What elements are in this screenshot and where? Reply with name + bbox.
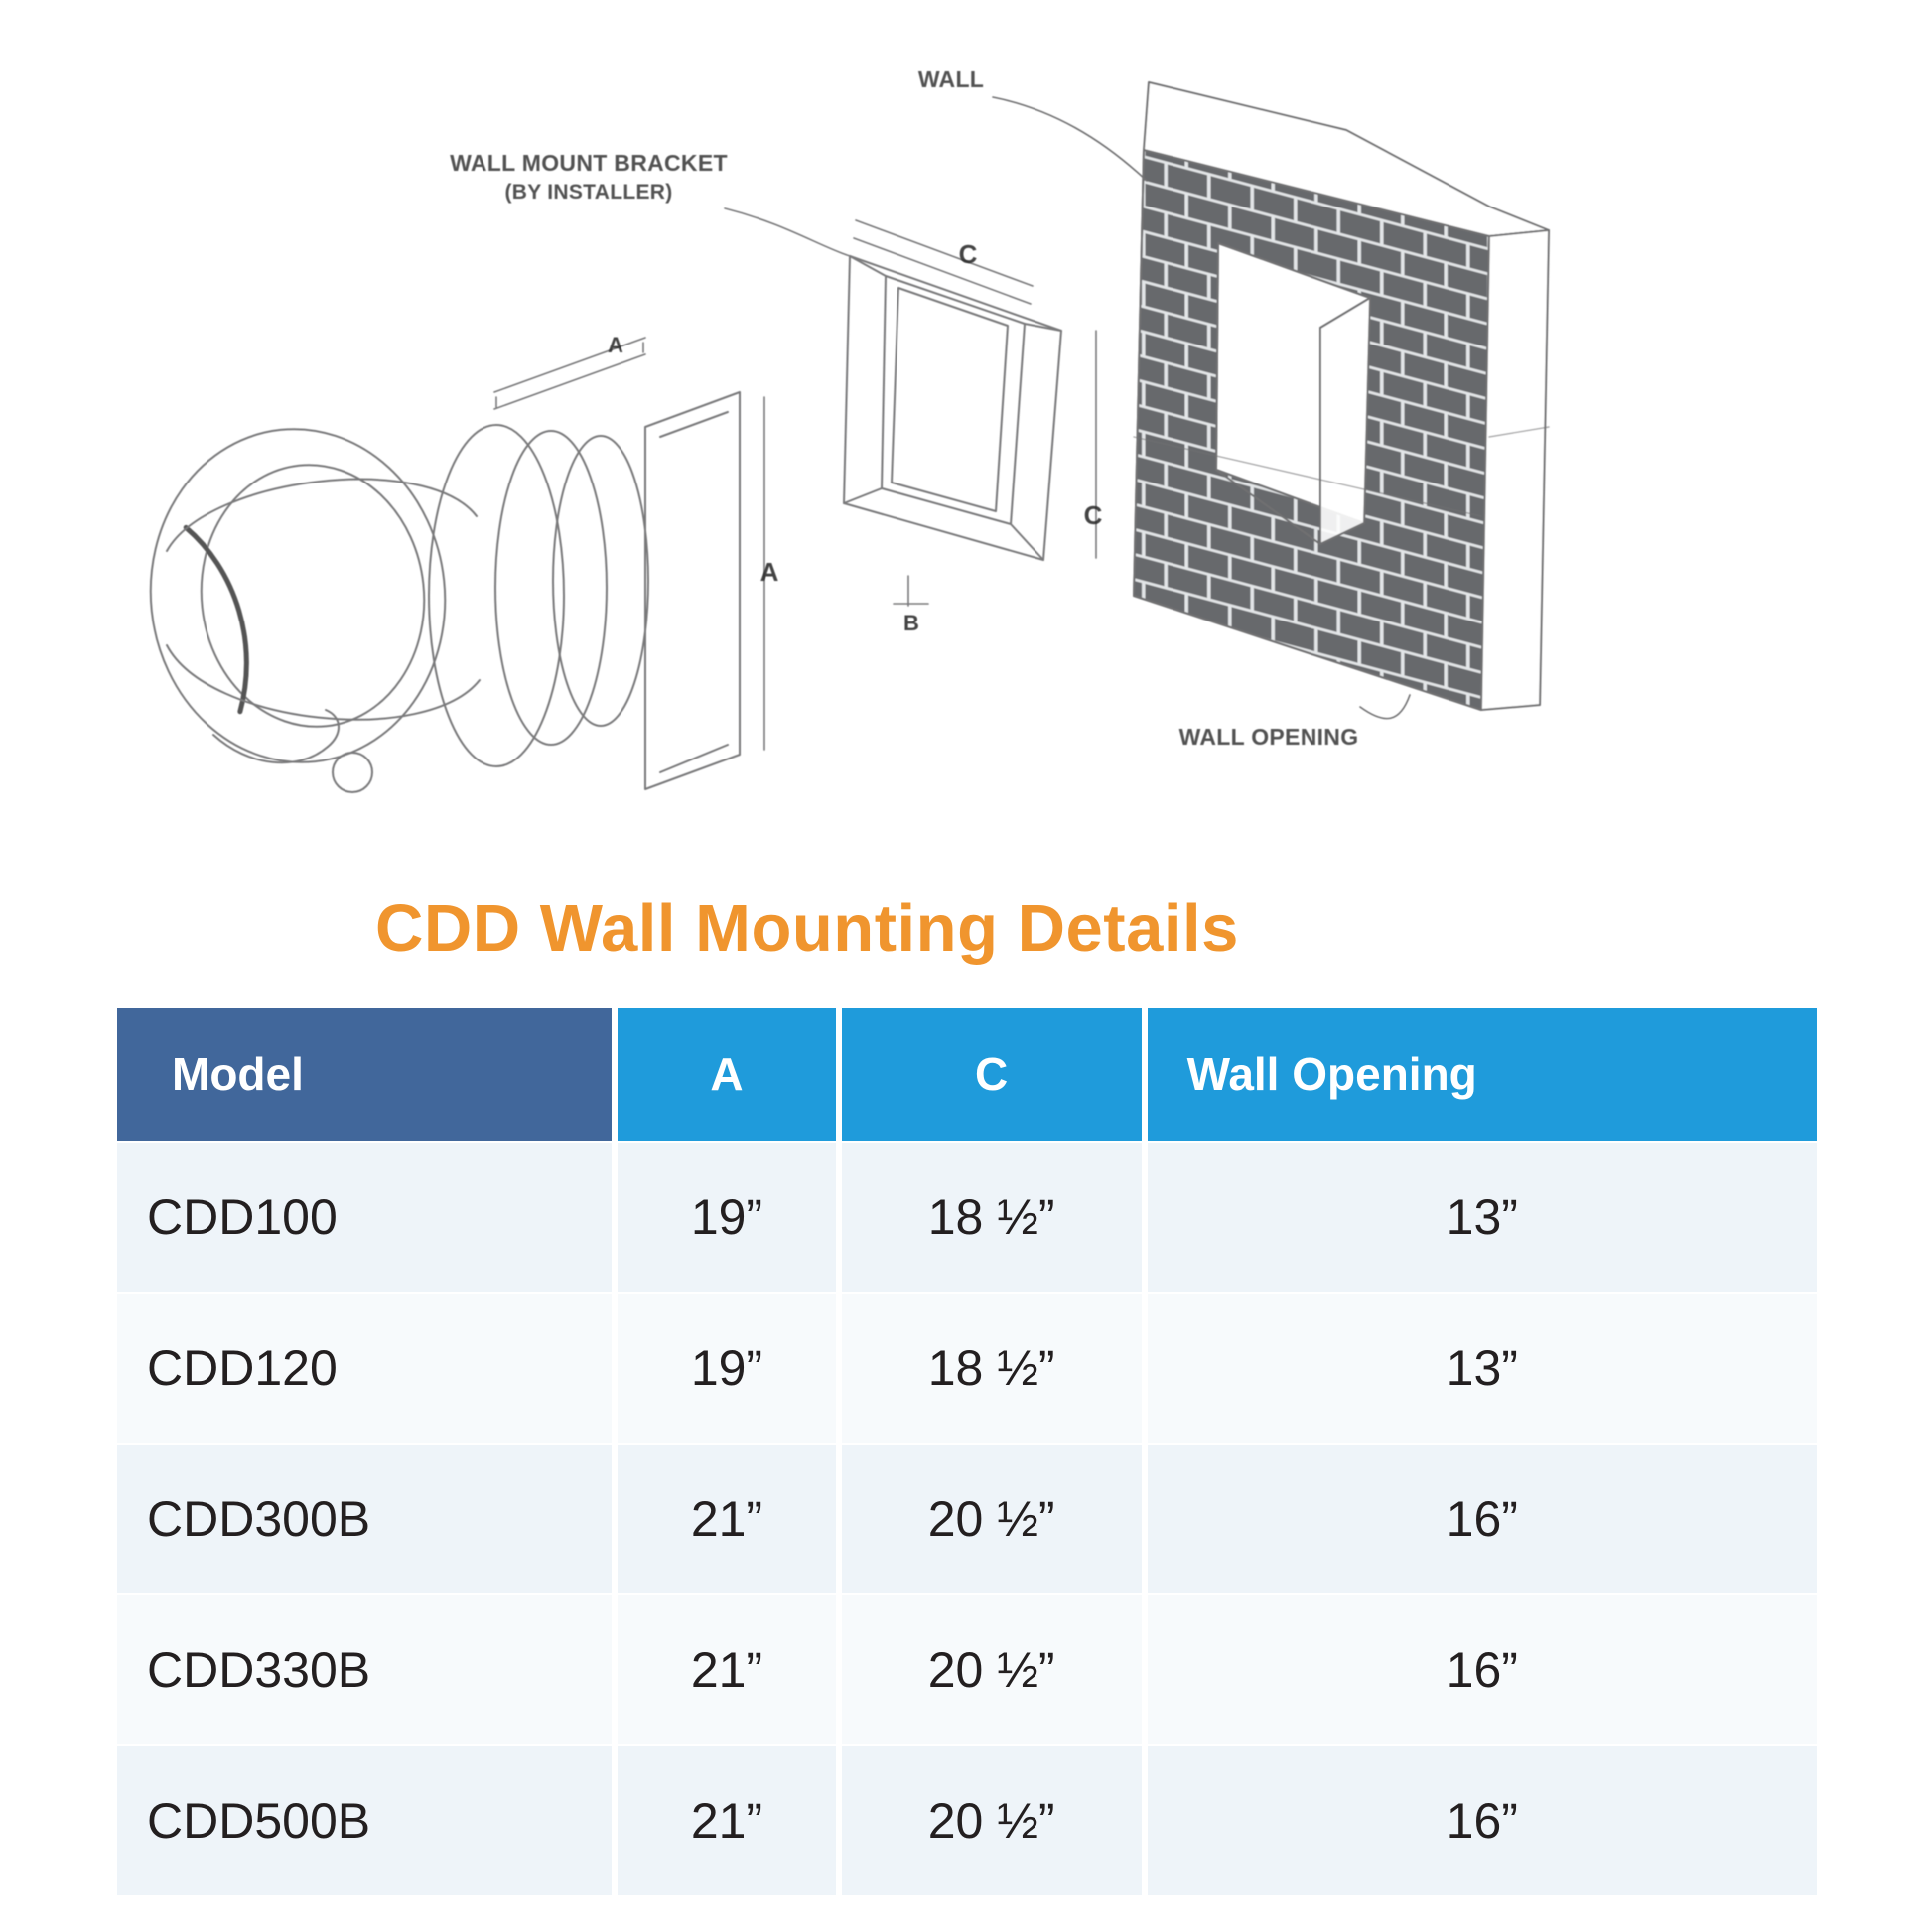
svg-text:(BY INSTALLER): (BY INSTALLER) bbox=[504, 181, 672, 204]
svg-text:A: A bbox=[760, 557, 779, 587]
svg-text:WALL: WALL bbox=[918, 67, 984, 92]
svg-text:C: C bbox=[1084, 500, 1103, 530]
svg-text:WALL MOUNT BRACKET: WALL MOUNT BRACKET bbox=[450, 150, 728, 176]
svg-text:WALL OPENING: WALL OPENING bbox=[1179, 724, 1359, 750]
svg-text:C: C bbox=[959, 239, 978, 269]
svg-text:A: A bbox=[608, 333, 623, 357]
svg-text:B: B bbox=[903, 611, 919, 635]
